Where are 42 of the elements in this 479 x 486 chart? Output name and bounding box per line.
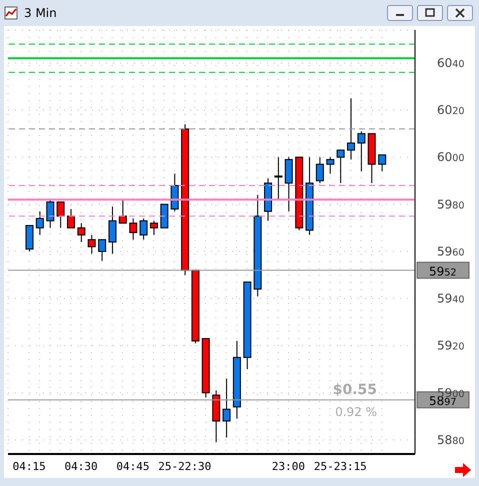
annotation: 0.92 % bbox=[335, 404, 377, 419]
y-tick-label: 6040 bbox=[437, 56, 464, 70]
candlestick bbox=[66, 208, 75, 228]
candlestick bbox=[77, 222, 86, 242]
y-tick-label: 6020 bbox=[437, 103, 464, 118]
y-tick-label: 5920 bbox=[437, 338, 464, 353]
x-tick-label: 23:00 bbox=[272, 460, 306, 473]
x-tick-label: 25-23:15 bbox=[314, 460, 367, 473]
candlestick bbox=[378, 154, 386, 172]
candlestick bbox=[56, 201, 65, 228]
x-tick-label: 04:30 bbox=[64, 460, 98, 473]
candlestick bbox=[357, 130, 366, 172]
annotation: $0.55 bbox=[332, 382, 377, 398]
chart-title: 3 Min bbox=[24, 6, 57, 20]
candlestick bbox=[326, 156, 334, 174]
x-tick-label: 04:45 bbox=[116, 460, 150, 473]
candlestick bbox=[88, 234, 96, 254]
y-tick-label: 5880 bbox=[437, 432, 464, 447]
candlestick bbox=[118, 199, 127, 224]
candlestick bbox=[316, 156, 324, 184]
candlestick bbox=[160, 204, 168, 228]
candlestick bbox=[284, 156, 293, 212]
x-tick-label: 25-22:30 bbox=[158, 460, 212, 473]
y-tick-label: 5940 bbox=[437, 292, 464, 306]
candlestick bbox=[170, 173, 179, 212]
candlestick bbox=[347, 98, 356, 160]
candlestick bbox=[36, 210, 44, 236]
candlestick bbox=[108, 206, 116, 254]
candlestick bbox=[222, 378, 231, 438]
y-tick-label: 6000 bbox=[437, 150, 464, 164]
x-tick-label: 04:15 bbox=[12, 460, 46, 473]
ref-line-label: 5952 bbox=[429, 264, 456, 278]
candlestick bbox=[336, 150, 345, 184]
candlestick bbox=[140, 218, 148, 240]
candlestick bbox=[46, 199, 54, 228]
candlestick bbox=[150, 220, 158, 236]
candlestick bbox=[98, 239, 106, 262]
y-tick-label: 5960 bbox=[437, 244, 464, 258]
candlestick bbox=[274, 156, 282, 200]
candlestick bbox=[26, 225, 34, 252]
y-tick-label: 5980 bbox=[437, 197, 464, 212]
candlestick bbox=[129, 218, 138, 240]
